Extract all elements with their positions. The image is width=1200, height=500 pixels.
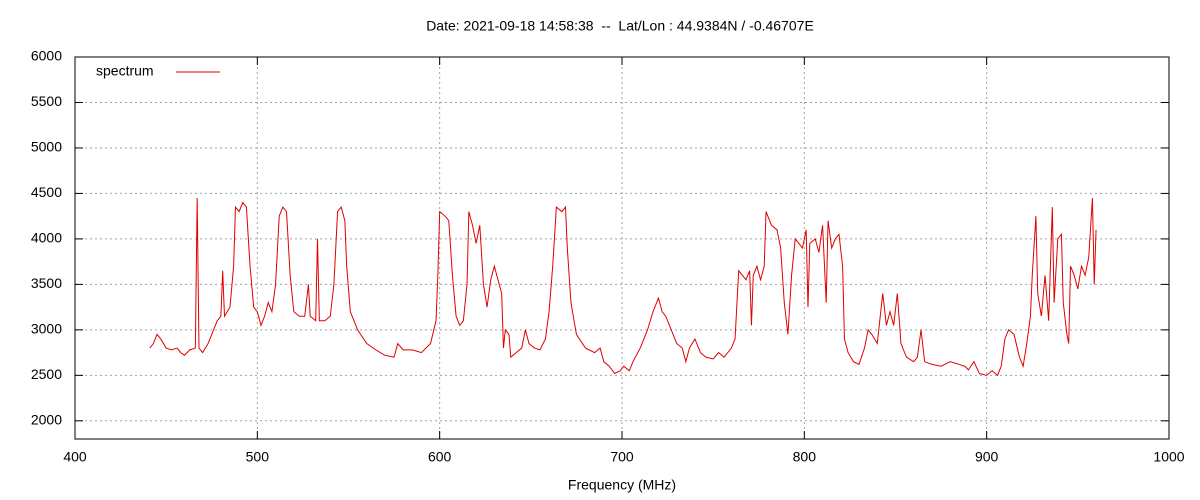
y-tick-label: 5500 [31,93,62,109]
y-tick-label: 3500 [31,275,62,291]
y-tick-label: 2000 [31,412,62,428]
y-tick-label: 2500 [31,366,62,382]
x-tick-label: 700 [610,449,634,465]
x-tick-label: 600 [428,449,452,465]
spectrum-line [149,197,1097,377]
y-tick-label: 6000 [31,48,62,64]
x-tick-label: 1000 [1153,449,1184,465]
x-tick-label: 800 [793,449,817,465]
y-tick-label: 4500 [31,184,62,200]
x-tick-label: 900 [975,449,999,465]
x-axis-label: Frequency (MHz) [568,477,676,493]
chart-title: Date: 2021-09-18 14:58:38 -- Lat/Lon : 4… [426,18,814,34]
y-tick-label: 3000 [31,321,62,337]
legend-label: spectrum [96,63,154,79]
x-tick-label: 500 [246,449,270,465]
y-tick-label: 5000 [31,139,62,155]
x-tick-label: 400 [63,449,87,465]
y-tick-label: 4000 [31,230,62,246]
plot-border [74,56,1170,440]
